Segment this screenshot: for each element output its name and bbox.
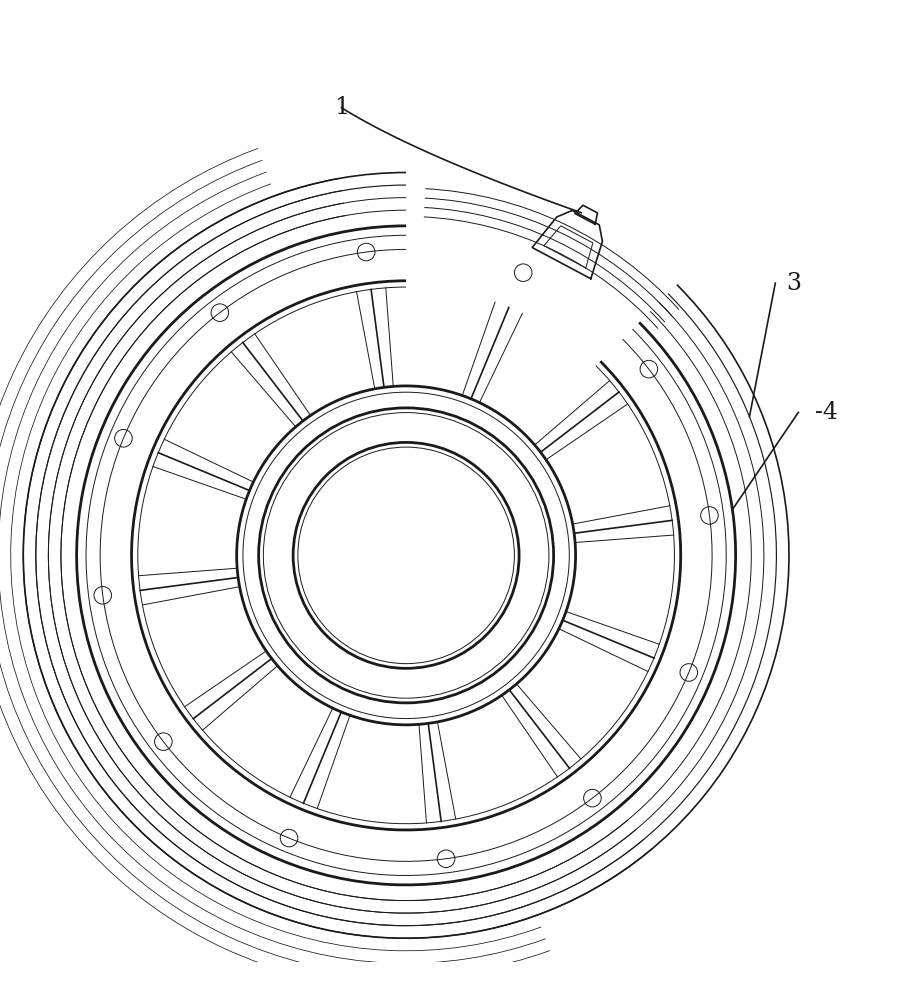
Text: 3: 3 xyxy=(786,272,801,295)
Text: -4: -4 xyxy=(815,401,837,424)
Text: 1: 1 xyxy=(334,96,349,119)
